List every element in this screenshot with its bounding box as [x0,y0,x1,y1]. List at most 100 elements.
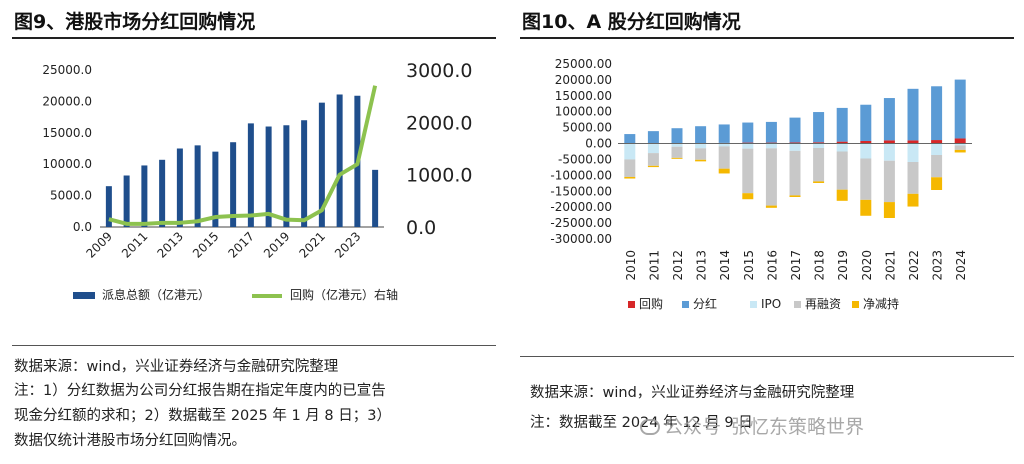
buyback-bar-segment [931,140,943,144]
right-y-tick-label: 0.0 [406,217,436,239]
buyback-bar-segment [789,142,801,144]
legend-swatch-buyback [628,301,635,308]
ipo-bar-segment [671,143,683,147]
left-y-tick-label: 10000.0 [42,157,92,171]
buyback-bar-segment [883,140,895,144]
ipo-bar-segment [695,143,707,149]
y-tick-label: 20000.00 [555,73,612,87]
refinance-bar-segment [954,145,966,150]
refinance-bar-segment [836,151,848,190]
buyback-bar-segment [836,141,848,144]
y-tick-label: -5000.00 [558,152,612,166]
reduction-bar-segment [671,157,683,159]
dividend-bar [194,145,201,227]
left-note-line-3: 数据仅统计港股市场分红回购情况。 [14,433,246,449]
legend-swatch-refinance [794,301,801,308]
left-panel-title: 图9、港股市场分红回购情况 [14,11,256,33]
legend-label-buyback: 回购（亿港元）右轴 [290,287,398,302]
dividend-bar [247,123,254,227]
x-tick-label: 2019 [836,250,850,281]
left-title-rule [12,37,496,39]
watermark: 公众号 张忆东策略世界 [640,412,864,439]
legend-label-buyback: 回购 [639,296,663,311]
dividend-bar-segment [813,112,825,143]
ipo-bar-segment [813,143,825,148]
dividend-bar [230,142,237,227]
buyback-bar-segment [813,142,825,144]
dividend-bar [176,148,183,227]
reduction-bar-segment [907,193,919,207]
x-tick-label: 2017 [225,229,256,260]
a-share-dividend-buyback-chart: 25000.00 20000.00 15000.00 10000.00 5000.00 0… [550,57,972,311]
refinance-bar-segment [860,158,872,200]
ipo-bar-segment [789,143,801,151]
dividend-bar [105,186,112,227]
left-note-line-2: 现金分红额的求和；2）数据截至 2025 年 1 月 8 日；3） [14,408,391,424]
y-tick-label: 15000.00 [555,89,612,103]
x-tick-label: 2018 [813,250,827,281]
refinance-bar-segment [718,146,730,169]
y-tick-label: -15000.00 [550,184,612,198]
refinance-bar-segment [695,148,707,160]
dividend-bar [336,94,343,227]
legend-swatch-reduction [852,301,859,308]
reduction-bar-segment [695,159,707,162]
buyback-bar-segment [860,141,872,144]
left-y-tick-label: 15000.0 [42,126,92,140]
left-source-text: 数据来源：wind，兴业证券经济与金融研究院整理 [14,359,339,375]
legend-label-refinance: 再融资 [805,297,841,311]
watermark-channel-icon [640,419,660,435]
dividend-bar-segment [718,124,730,143]
ipo-bar-segment [765,143,777,149]
dividend-bar-segment [860,104,872,141]
y-tick-label: -30000.00 [550,232,612,246]
dividend-bar-segment [883,98,895,141]
x-tick-label: 2021 [296,229,327,260]
ipo-bar-segment [836,143,848,152]
buyback-line [108,85,378,226]
x-tick-label: 2021 [883,250,897,281]
watermark-name: 张忆东策略世界 [731,416,865,438]
watermark-channel: 公众号 [664,416,722,438]
legend-swatch-ipo [750,301,757,308]
left-y-tick-label: 0.0 [73,220,92,234]
x-tick-label: 2011 [119,229,150,260]
reduction-bar-segment [883,202,895,218]
refinance-bar-segment [883,160,895,203]
y-tick-label: 0.00 [585,137,612,151]
x-tick-label: 2014 [718,250,732,281]
legend-swatch-dividend [73,292,95,299]
reduction-bar-segment [624,176,636,179]
x-tick-label: 2011 [647,250,661,281]
dividend-bar-segment [624,134,636,144]
reduction-bar-segment [742,193,754,200]
left-y-tick-label: 20000.0 [42,94,92,108]
dividend-bar-segment [836,107,848,142]
y-tick-label: -20000.00 [550,200,612,214]
ipo-bar-segment [624,143,636,160]
refinance-bar-segment [765,148,777,206]
reduction-bar-segment [813,181,825,183]
x-tick-label: 2010 [624,250,638,281]
refinance-bar-segment [931,155,943,178]
right-title-rule [520,37,1014,39]
dividend-bar [283,125,290,227]
x-tick-label: 2013 [154,229,185,260]
x-tick-label: 2023 [332,229,363,260]
ipo-bar-segment [718,143,730,147]
right-source-text: 数据来源：wind，兴业证券经济与金融研究院整理 [530,385,855,401]
y-tick-label: -10000.00 [550,168,612,182]
dividend-bar-segment [647,131,659,144]
x-tick-label: 2012 [671,250,685,281]
y-tick-label: 25000.00 [555,57,612,71]
dividend-bar [318,102,325,227]
refinance-bar-segment [742,148,754,194]
refinance-bar-segment [624,159,636,177]
refinance-bar-segment [813,148,825,182]
refinance-bar-segment [789,150,801,196]
x-tick-label: 2017 [789,250,803,281]
legend-label-reduction: 净减持 [863,296,899,311]
hk-dividend-buyback-chart: 25000.0 20000.0 15000.0 10000.0 5000.0 0.0 300… [42,60,472,302]
reduction-bar-segment [931,177,943,190]
refinance-bar-segment [647,153,659,166]
